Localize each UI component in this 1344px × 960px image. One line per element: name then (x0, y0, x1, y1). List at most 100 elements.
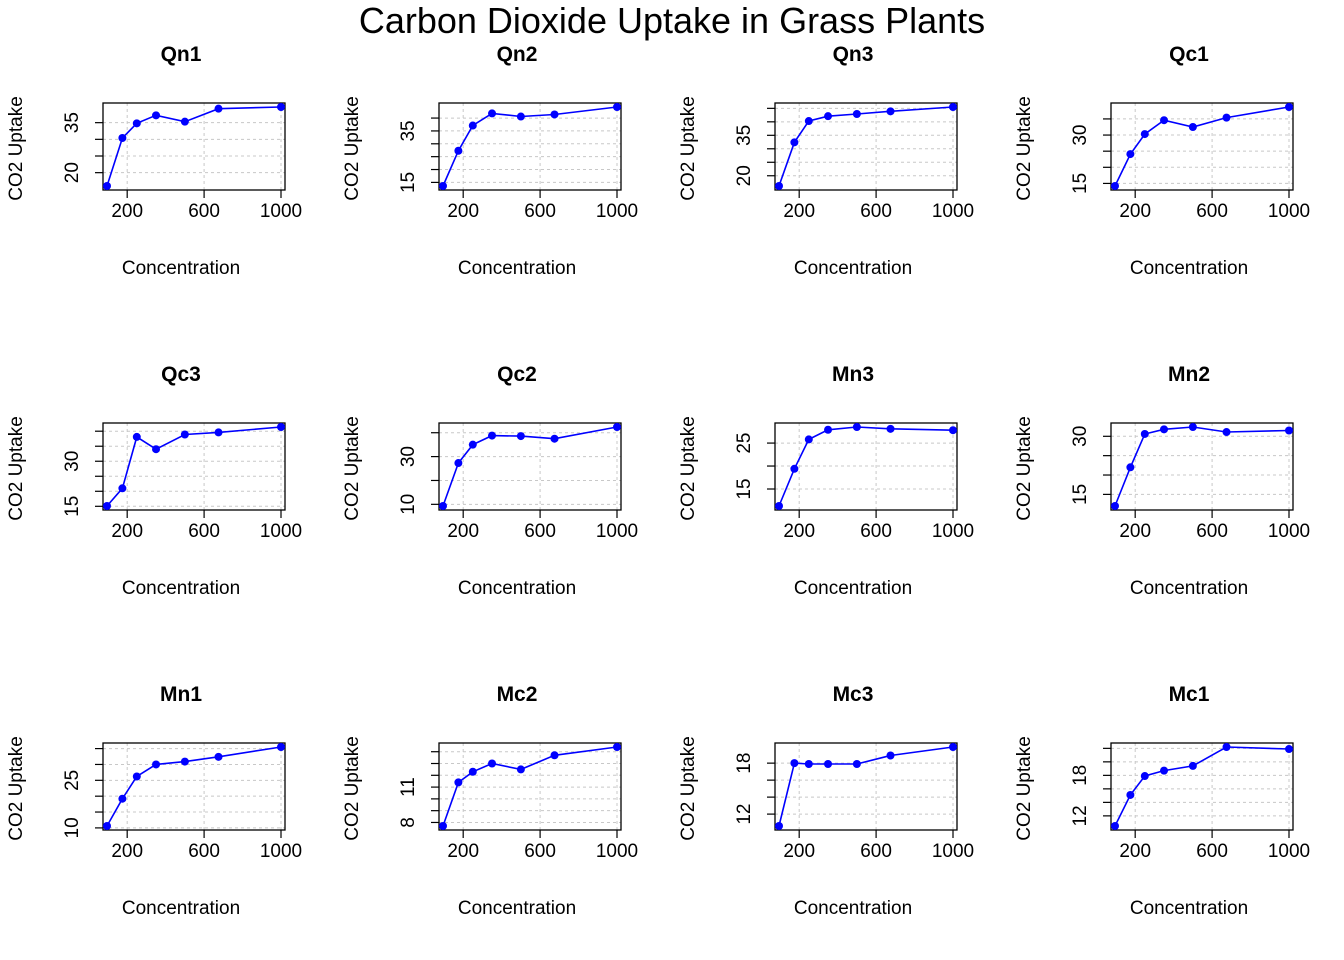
data-point (103, 822, 111, 830)
plot-frame (102, 422, 286, 511)
figure-title: Carbon Dioxide Uptake in Grass Plants (358, 0, 986, 41)
x-tick-label: 600 (524, 201, 556, 222)
y-axis-title: CO2 Uptake (342, 96, 363, 201)
series-line (106, 106, 282, 187)
y-axis-title: CO2 Uptake (342, 416, 363, 521)
data-point (132, 119, 141, 128)
data-point (1160, 425, 1169, 434)
data-point (277, 423, 285, 431)
panel-mc1: 200 600 1000 12 18 Mc1 Concentration CO2 Uptake (1014, 683, 1310, 919)
plot-frame (102, 102, 286, 191)
x-tick-label: 600 (524, 841, 556, 862)
y-tick-label: 20 (734, 165, 755, 186)
x-axis-title: Concentration (122, 898, 240, 919)
data-point (1140, 772, 1149, 781)
data-point (1160, 766, 1169, 775)
series-line (106, 426, 282, 507)
panel-mc2: 200 600 1000 8 11 Mc2 Concentration CO2 Uptake (342, 683, 638, 919)
panel-title: Qn2 (497, 43, 538, 66)
x-tick-label: 600 (860, 521, 892, 542)
data-point (852, 110, 861, 119)
y-axis-title: CO2 Uptake (6, 96, 27, 201)
data-point (1222, 113, 1231, 122)
panel-title: Qc2 (497, 363, 537, 386)
plot-frame (438, 102, 622, 191)
panel-title: Mc1 (1169, 683, 1210, 706)
data-point (1126, 463, 1135, 472)
series-line (442, 746, 618, 827)
data-point (775, 822, 783, 830)
x-tick-label: 600 (860, 201, 892, 222)
data-point (949, 103, 957, 111)
data-point (775, 182, 783, 190)
x-axis-title: Concentration (794, 898, 912, 919)
y-tick-label: 10 (62, 817, 83, 838)
y-tick-label: 25 (734, 433, 755, 454)
x-tick-label: 1000 (596, 841, 638, 862)
data-point (103, 182, 111, 190)
y-tick-label: 18 (1070, 765, 1091, 786)
panel-mn2: 200 600 1000 15 30 Mn2 Concentration CO2 Uptake (1014, 363, 1310, 599)
panel-qc1: 200 600 1000 15 30 Qc1 Concentration CO2 Uptake (1014, 43, 1310, 279)
y-tick-label: 35 (398, 120, 419, 141)
x-tick-label: 1000 (932, 841, 974, 862)
panel-qn1: 200 600 1000 20 35 Qn1 Concentration CO2 Uptake (6, 43, 302, 279)
data-point (118, 134, 127, 142)
data-point (1140, 130, 1149, 139)
series-line (1114, 746, 1290, 827)
y-tick-label: 15 (1070, 173, 1091, 194)
panel-mc3: 200 600 1000 12 18 Mc3 Concentration CO2 Uptake (678, 683, 974, 919)
data-point (277, 103, 285, 111)
data-point (949, 426, 957, 435)
data-point (886, 424, 895, 433)
y-tick-label: 15 (398, 172, 419, 193)
x-axis-title: Concentration (794, 258, 912, 279)
x-axis-title: Concentration (1130, 578, 1248, 599)
y-tick-label: 8 (398, 817, 419, 828)
x-tick-label: 1000 (1268, 841, 1310, 862)
panel-title: Qc1 (1169, 43, 1209, 66)
data-point (824, 759, 833, 768)
data-point (886, 107, 895, 116)
x-tick-label: 200 (111, 201, 143, 222)
data-point (804, 117, 813, 126)
y-tick-label: 30 (398, 446, 419, 467)
x-tick-label: 200 (1119, 521, 1151, 542)
data-point (804, 435, 813, 444)
data-point (468, 767, 477, 776)
x-tick-label: 1000 (1268, 201, 1310, 222)
y-tick-label: 12 (1070, 805, 1091, 826)
data-point (824, 425, 833, 434)
data-point (852, 423, 861, 431)
data-point (439, 182, 447, 190)
x-tick-label: 200 (447, 201, 479, 222)
y-axis-title: CO2 Uptake (6, 736, 27, 841)
x-axis-title: Concentration (794, 578, 912, 599)
data-point (613, 103, 621, 111)
x-tick-label: 600 (1196, 841, 1228, 862)
data-point (886, 751, 895, 760)
panel-mn1: 200 600 1000 10 25 Mn1 Concentration CO2 Uptake (6, 683, 302, 919)
panel-title: Mn3 (832, 363, 874, 386)
x-axis-title: Concentration (122, 258, 240, 279)
x-axis-title: Concentration (1130, 898, 1248, 919)
series-line (442, 426, 618, 507)
data-point (1188, 122, 1197, 131)
data-point (132, 772, 141, 781)
data-point (152, 111, 161, 120)
panel-title: Qn1 (161, 43, 202, 66)
data-point (103, 502, 111, 510)
x-tick-label: 1000 (932, 521, 974, 542)
data-point (1126, 790, 1135, 799)
data-point (1188, 761, 1197, 770)
data-point (1285, 103, 1293, 111)
plot-frame (1110, 742, 1294, 831)
data-point (1140, 429, 1149, 438)
data-point (613, 743, 621, 751)
data-point (152, 445, 161, 454)
y-axis-title: CO2 Uptake (1014, 416, 1035, 521)
x-axis-title: Concentration (458, 898, 576, 919)
x-tick-label: 200 (1119, 841, 1151, 862)
x-tick-label: 200 (111, 521, 143, 542)
panel-title: Mc2 (497, 683, 538, 706)
